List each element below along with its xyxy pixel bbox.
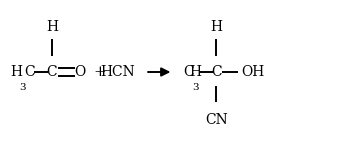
Text: H: H (189, 65, 201, 79)
Text: CN: CN (205, 113, 228, 127)
Text: C: C (47, 65, 57, 79)
Text: H: H (10, 65, 22, 79)
Text: HCN: HCN (100, 65, 135, 79)
Text: 3: 3 (19, 82, 26, 91)
Text: C: C (184, 65, 194, 79)
Text: C: C (24, 65, 34, 79)
Text: H: H (210, 20, 222, 34)
Text: H: H (46, 20, 58, 34)
Text: C: C (211, 65, 222, 79)
Text: OH: OH (241, 65, 265, 79)
Text: O: O (74, 65, 85, 79)
Text: 3: 3 (192, 82, 198, 91)
Text: +: + (93, 65, 106, 79)
